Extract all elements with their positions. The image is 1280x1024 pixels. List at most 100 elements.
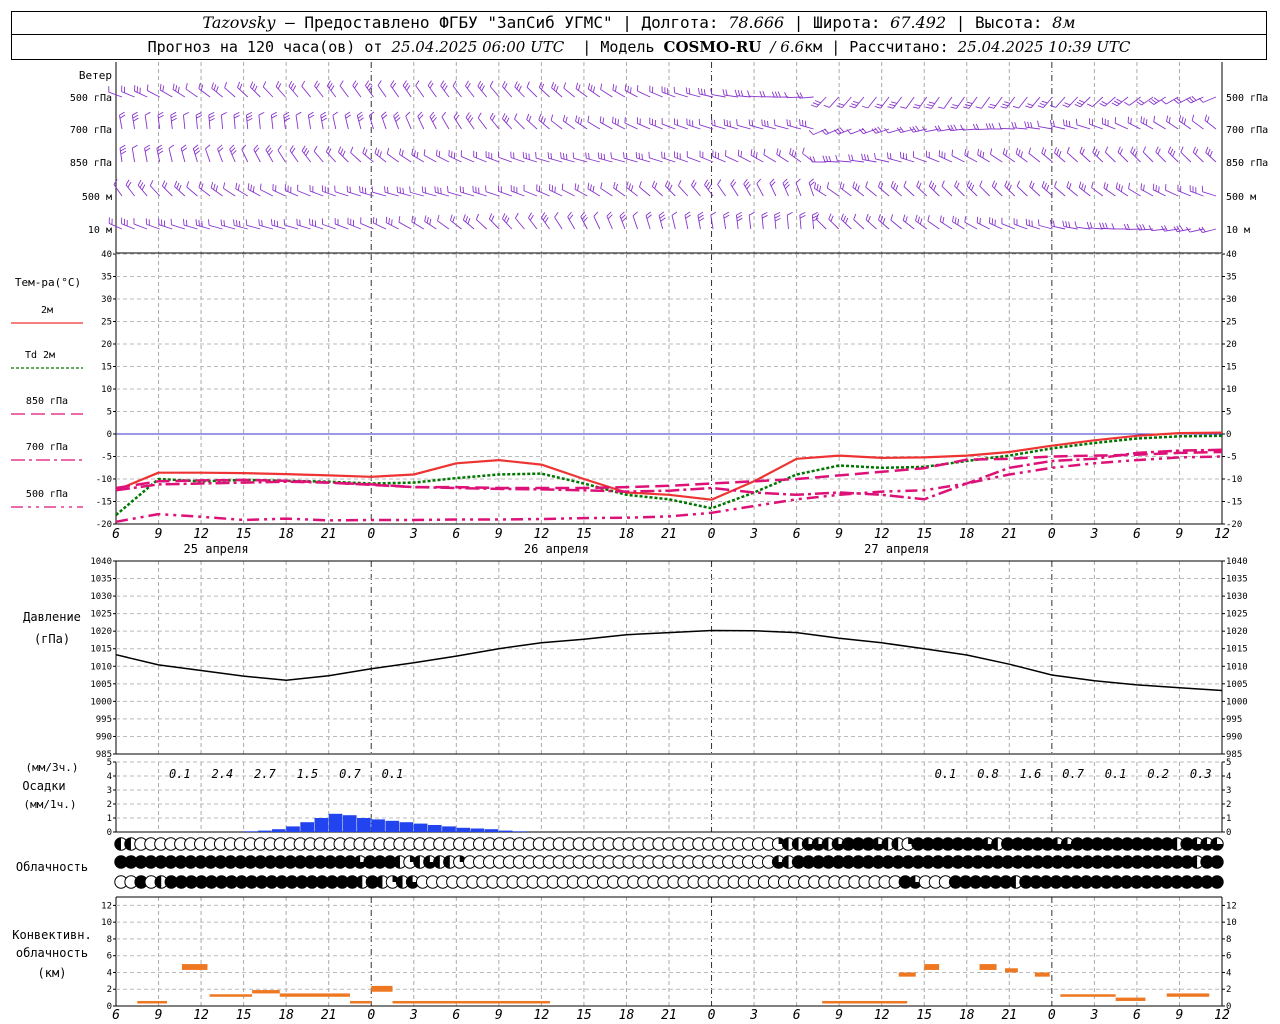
temp-ytick-label-left: 35 [101, 273, 112, 283]
wind-barb-feather [283, 114, 290, 119]
wind-barb-feather [1068, 221, 1071, 228]
precip-ytick-label-left: 2 [107, 800, 112, 810]
wind-barb-feather [583, 217, 588, 223]
wind-barb-feather [1004, 180, 1008, 187]
wind-barb-feather [884, 127, 889, 134]
wind-barb-feather [540, 116, 544, 123]
wind-barb-feather [812, 217, 819, 222]
wind-barb [385, 222, 399, 230]
temp-ytick-label-left: 20 [101, 340, 112, 350]
wind-barb [465, 117, 475, 130]
wind-barb-feather [836, 105, 843, 109]
cloud-cover-symbol [1170, 837, 1184, 851]
temp-ytick-label-right: -5 [1226, 453, 1237, 463]
wind-barb [743, 183, 752, 197]
wind-barb-feather [213, 183, 216, 190]
wind-barb-feather [951, 149, 954, 156]
wind-barb-feather [1115, 182, 1118, 189]
wind-barb [782, 182, 789, 197]
wind-barb-feather [698, 217, 705, 222]
wind-barb-feather [787, 211, 793, 216]
cloud-cover-fill [909, 875, 922, 889]
model-resolution-unit: км [804, 38, 823, 56]
pressure-ytick-label-left: 1000 [90, 697, 112, 707]
wind-barb-feather [395, 117, 401, 122]
wind-barb-feather [1002, 103, 1009, 107]
precip-ytick-label-right: 2 [1226, 800, 1231, 810]
wind-barb [241, 149, 249, 163]
wind-barb [892, 96, 902, 109]
wind-barb-feather [839, 127, 845, 133]
wind-barb [1129, 96, 1141, 106]
wind-barb [250, 86, 261, 98]
temp-ytick-label-left: -10 [96, 475, 112, 485]
cloud-cover-fill [124, 837, 131, 851]
temp-hour-label: 3 [749, 527, 758, 542]
wind-barb [174, 186, 186, 197]
wind-barb-feather [200, 84, 204, 91]
wind-barb-feather [925, 106, 932, 109]
wind-barb-feather [1191, 95, 1197, 101]
wind-barb-feather [737, 90, 741, 97]
wind-barb-feather [927, 215, 930, 222]
temp-legend-label: Td 2м [25, 350, 55, 361]
wind-barb-feather [218, 147, 224, 153]
wind-barb [966, 185, 978, 197]
wind-barb-feather [1103, 182, 1106, 189]
wind-barb-feather [861, 105, 868, 109]
wind-barb [611, 157, 626, 163]
cloud-cover-fill [872, 837, 885, 851]
wind-barb-feather [345, 114, 351, 119]
wind-barb-feather [861, 153, 864, 160]
precip-bar [385, 820, 400, 832]
wind-barb [1130, 151, 1141, 163]
computed-time: 25.04.2025 10:39 UTC [957, 38, 1131, 56]
wind-barb [1080, 96, 1091, 108]
precip-bar [456, 827, 470, 832]
wind-barb-feather [506, 117, 510, 124]
wind-barb-feather [1064, 102, 1071, 106]
wind-barb-feather [823, 104, 830, 108]
pressure-ytick-label-left: 1040 [90, 557, 112, 567]
conv-hour-label: 3 [1089, 1008, 1098, 1023]
temp-ytick-label-right: 35 [1226, 273, 1237, 283]
wind-barb-feather [922, 126, 926, 132]
wind-barb-feather [369, 111, 375, 116]
wind-barb [1116, 96, 1129, 107]
wind-barb-feather [477, 80, 482, 87]
wind-barb-feather [1102, 222, 1105, 229]
wind-barb [198, 88, 211, 98]
wind-barb-feather [794, 151, 797, 158]
wind-barb-feather [1140, 116, 1143, 123]
precip-3h-total: 0.3 [1190, 767, 1212, 781]
wind-barb [108, 223, 123, 230]
wind-barb [485, 191, 500, 197]
wind-barb-feather [438, 150, 441, 158]
cloud-cover-symbol [811, 837, 826, 851]
wind-barb [863, 128, 877, 135]
wind-barb-feather [967, 150, 969, 157]
wind-barb [498, 190, 512, 197]
wind-barb [360, 222, 374, 230]
wind-barb-feather [740, 90, 744, 97]
wind-barb-feather [267, 147, 272, 153]
wind-barb [185, 88, 198, 98]
wind-barb [658, 215, 664, 230]
temp-ytick-label-left: 0 [107, 430, 112, 440]
wind-barb [314, 85, 324, 98]
wind-barb-feather [878, 214, 881, 221]
wind-barb [786, 215, 789, 230]
wind-barb-feather [365, 80, 370, 86]
wind-level-label-left: 850 гПа [70, 158, 112, 169]
wind-barb-feather [903, 180, 907, 187]
temp-hour-label: 6 [452, 527, 460, 542]
wind-barb [1192, 152, 1204, 163]
wind-barb-feather [1130, 146, 1134, 153]
wind-barb-feather [575, 82, 579, 89]
wind-barb-feather [593, 211, 599, 217]
wind-barb-feather [489, 112, 494, 119]
conv-ytick-label-right: 8 [1226, 935, 1231, 945]
wind-barb [523, 190, 538, 197]
wind-barb-feather [504, 83, 508, 90]
